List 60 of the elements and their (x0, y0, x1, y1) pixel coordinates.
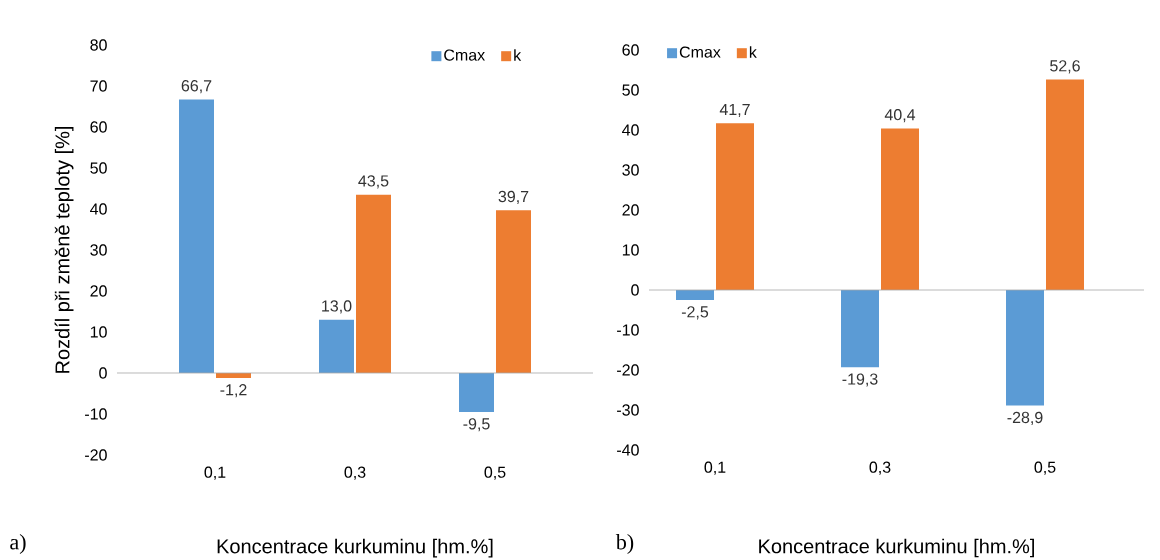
y-tick-label: 50 (622, 84, 639, 96)
x-axis-title: Koncentrace kurkuminu [hm.%] (217, 538, 493, 558)
bar (1006, 290, 1045, 406)
data-label: -1,2 (220, 384, 247, 398)
x-tick-label: 0,5 (1034, 461, 1056, 475)
text: a) (10, 534, 26, 554)
bar (459, 373, 494, 412)
data-label: 66,7 (181, 80, 212, 94)
y-tick-label: -10 (617, 324, 639, 336)
data-label: -9,5 (463, 418, 490, 432)
y-tick-label: 10 (90, 326, 107, 338)
y-tick-label: 60 (90, 121, 107, 133)
bar (881, 128, 920, 290)
data-label: 40,4 (884, 108, 916, 123)
y-tick-label: 10 (622, 244, 639, 256)
bar (319, 319, 354, 373)
y-axis-title: Rozdíl při změně teploty [%] (54, 126, 74, 373)
bar (356, 194, 391, 373)
y-tick-label: -30 (617, 404, 639, 416)
bar (496, 210, 531, 373)
legend-label: Cmax (679, 46, 721, 58)
y-tick-label: 0 (99, 367, 107, 379)
bar (676, 290, 714, 300)
y-tick-label: 80 (90, 39, 107, 51)
y-tick-label: 60 (622, 44, 639, 56)
y-tick-label: 50 (90, 162, 107, 174)
y-tick-label: -20 (617, 364, 639, 376)
data-label: 43,5 (358, 175, 389, 189)
y-tick-label: 70 (90, 80, 107, 92)
legend-label: k (514, 49, 522, 61)
y-tick-label: -40 (617, 444, 639, 456)
legend-label: k (749, 46, 757, 58)
bar (1046, 79, 1085, 290)
data-label: 41,7 (719, 103, 750, 117)
text: b) (615, 534, 634, 554)
legend-label: Cmax (444, 49, 485, 61)
y-tick-label: 30 (90, 244, 107, 256)
y-tick-label: 40 (90, 203, 107, 215)
y-tick-label: 20 (90, 285, 107, 297)
bar (716, 123, 755, 290)
data-label: -19,3 (842, 373, 878, 387)
x-tick-label: 0,1 (704, 461, 726, 475)
data-label: -28,9 (1007, 411, 1043, 426)
bar (841, 290, 880, 368)
x-tick-label: 0,3 (344, 466, 366, 480)
x-tick-label: 0,3 (869, 461, 891, 475)
x-tick-label: 0,1 (204, 466, 226, 480)
x-axis-title: Koncentrace kurkuminu [hm.%] (759, 538, 1034, 558)
y-tick-label: -10 (85, 408, 107, 420)
data-label: 52,6 (1050, 60, 1080, 74)
bar (179, 99, 214, 373)
data-label: -2,5 (681, 306, 709, 320)
x-tick-label: 0,5 (484, 466, 506, 480)
y-tick-label: 30 (622, 164, 639, 176)
y-tick-label: 40 (622, 124, 639, 136)
data-label: 39,7 (498, 190, 529, 205)
y-tick-label: 0 (631, 284, 639, 296)
y-tick-label: -20 (85, 449, 107, 461)
data-label: 13,0 (322, 300, 352, 314)
y-tick-label: 20 (622, 204, 639, 216)
